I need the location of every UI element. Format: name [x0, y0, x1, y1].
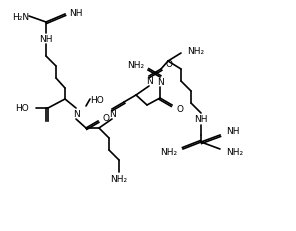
Text: NH: NH — [69, 9, 83, 17]
Text: O: O — [102, 114, 109, 123]
Text: HO: HO — [15, 104, 29, 113]
Text: N: N — [157, 78, 163, 87]
Text: O: O — [165, 60, 172, 69]
Text: NH₂: NH₂ — [127, 61, 144, 70]
Text: HO: HO — [90, 96, 104, 105]
Text: N: N — [109, 110, 115, 119]
Text: NH₂: NH₂ — [226, 148, 243, 157]
Text: NH: NH — [226, 127, 239, 136]
Text: NH₂: NH₂ — [187, 46, 204, 55]
Text: NH: NH — [39, 34, 53, 43]
Text: N: N — [146, 77, 152, 86]
Text: NH: NH — [194, 115, 208, 124]
Text: NH₂: NH₂ — [110, 175, 128, 184]
Text: N: N — [73, 110, 79, 119]
Text: O: O — [176, 105, 183, 114]
Text: NH₂: NH₂ — [160, 148, 177, 157]
Text: H₂N: H₂N — [12, 12, 30, 21]
